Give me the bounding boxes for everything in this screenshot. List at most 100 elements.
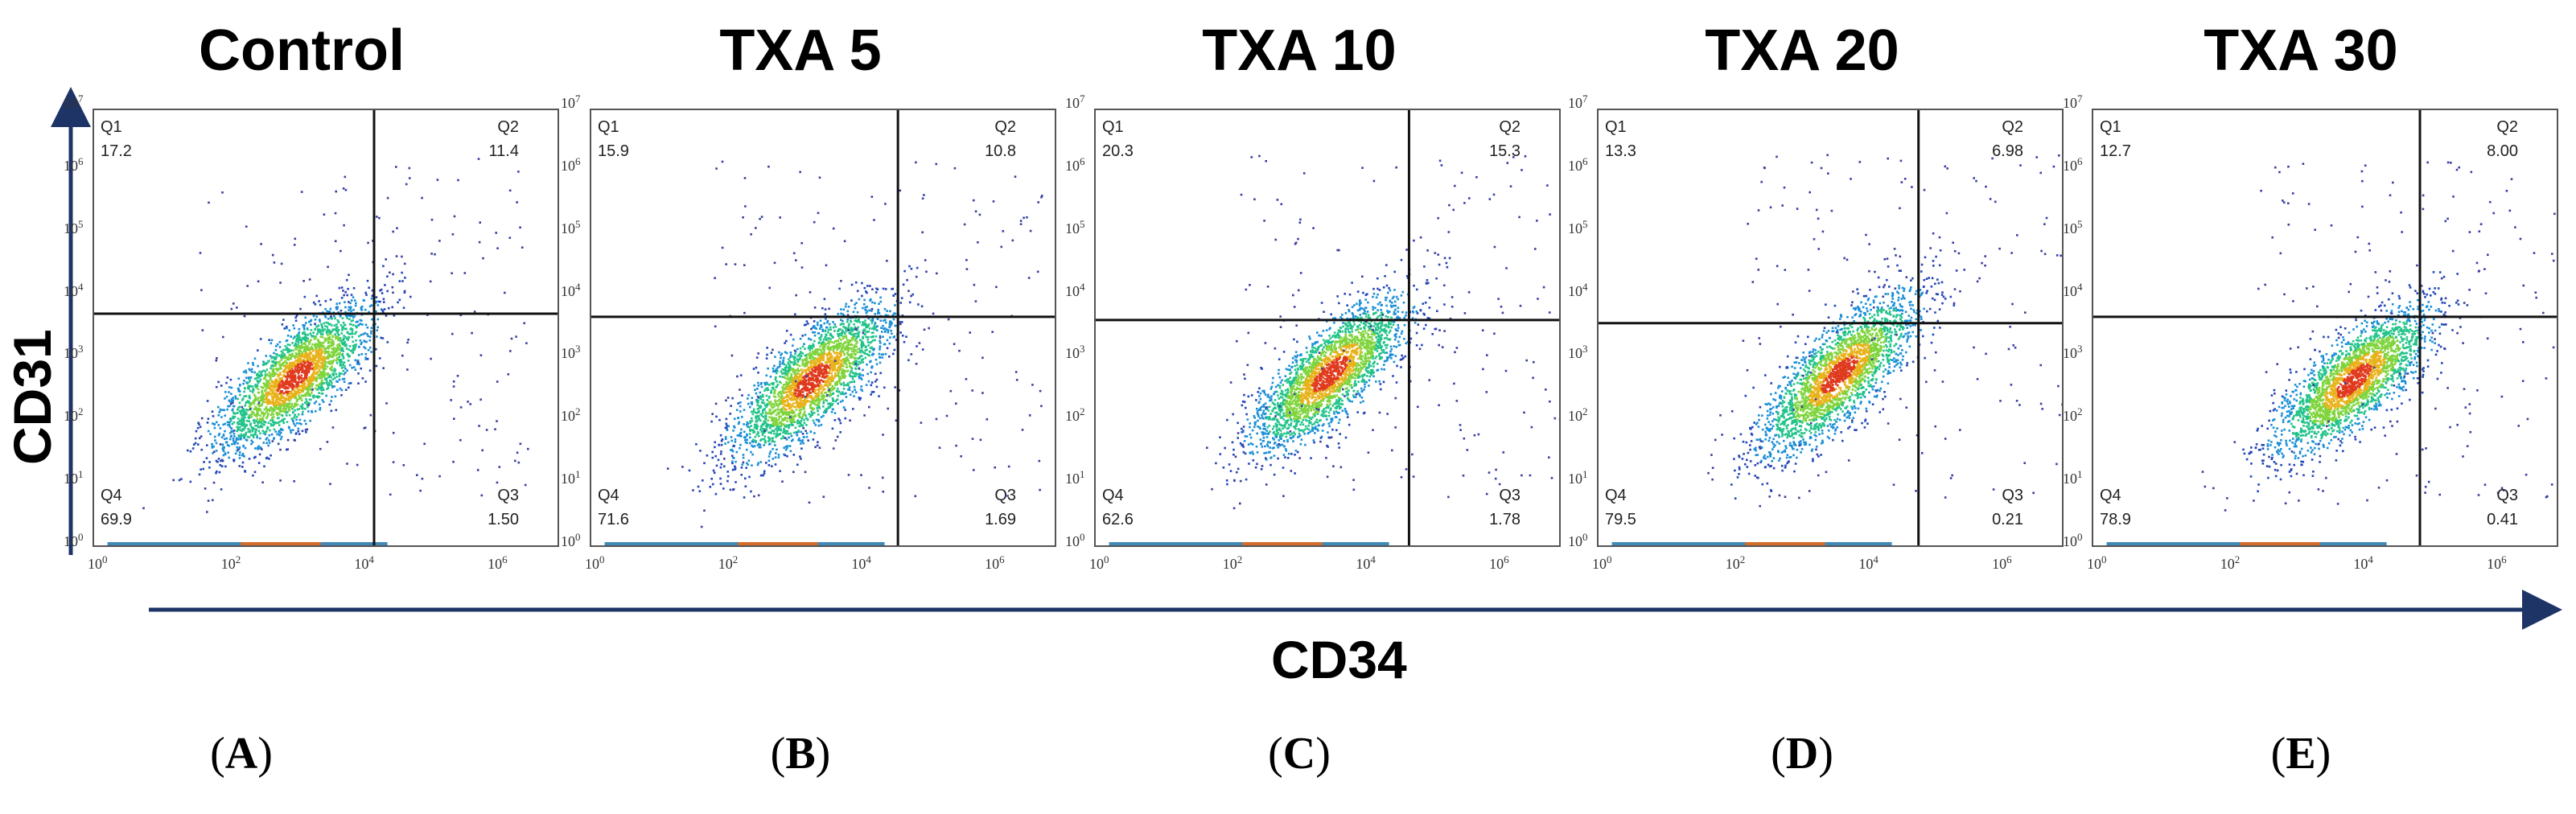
- event-point: [224, 397, 226, 400]
- event-point: [406, 368, 409, 371]
- event-point: [832, 335, 834, 339]
- event-point: [241, 409, 244, 411]
- event-point: [303, 331, 306, 334]
- event-point: [718, 418, 721, 421]
- event-point: [350, 332, 352, 335]
- event-point: [241, 414, 244, 417]
- event-point: [712, 469, 715, 472]
- event-point: [242, 429, 245, 431]
- event-point: [257, 430, 261, 433]
- event-point: [769, 401, 772, 403]
- event-point: [322, 344, 325, 347]
- event-point: [822, 344, 825, 347]
- event-point: [752, 368, 755, 370]
- event-point: [327, 374, 329, 376]
- event-point: [864, 306, 866, 309]
- event-point: [739, 446, 741, 450]
- event-point: [342, 369, 345, 372]
- event-point: [840, 339, 842, 341]
- event-point: [423, 442, 426, 446]
- event-point: [812, 419, 815, 422]
- event-point: [796, 463, 799, 466]
- event-point: [323, 352, 327, 355]
- event-point: [819, 336, 822, 339]
- event-point: [802, 376, 804, 379]
- event-point: [866, 331, 870, 333]
- event-point: [306, 372, 308, 375]
- event-point: [290, 356, 292, 360]
- event-point: [826, 366, 829, 368]
- event-point: [395, 255, 398, 257]
- event-point: [839, 421, 842, 425]
- event-point: [281, 413, 283, 417]
- event-point: [289, 364, 291, 368]
- event-point: [820, 369, 823, 372]
- event-point: [319, 320, 321, 323]
- event-point: [814, 375, 817, 377]
- event-point: [811, 377, 814, 380]
- event-point: [370, 332, 372, 335]
- event-point: [792, 355, 794, 358]
- event-point: [335, 308, 338, 310]
- event-point: [751, 403, 753, 405]
- event-point: [772, 367, 775, 370]
- event-point: [776, 428, 778, 430]
- event-point: [254, 383, 257, 386]
- event-point: [274, 363, 277, 365]
- event-point: [290, 397, 293, 400]
- event-point: [311, 376, 315, 379]
- event-point: [870, 371, 872, 374]
- event-point: [786, 366, 788, 369]
- event-point: [250, 442, 253, 446]
- event-point: [235, 438, 238, 441]
- event-point: [302, 369, 304, 372]
- event-point: [796, 380, 800, 383]
- event-point: [783, 428, 785, 430]
- event-point: [850, 327, 853, 329]
- event-point: [237, 438, 240, 441]
- event-point: [233, 415, 237, 418]
- event-point: [801, 407, 804, 409]
- event-point: [777, 454, 780, 456]
- event-point: [796, 347, 799, 351]
- event-point: [278, 421, 281, 423]
- event-point: [785, 339, 788, 343]
- event-point: [817, 323, 819, 327]
- event-point: [800, 377, 804, 380]
- event-point: [703, 509, 706, 512]
- event-point: [890, 324, 892, 327]
- event-point: [720, 443, 723, 446]
- event-point: [307, 339, 310, 343]
- event-point: [822, 355, 825, 358]
- event-point: [801, 380, 804, 382]
- event-point: [335, 353, 339, 356]
- event-point: [836, 388, 839, 390]
- event-point: [228, 421, 231, 423]
- event-point: [519, 226, 521, 229]
- event-point: [817, 365, 820, 368]
- event-point: [295, 345, 298, 348]
- event-point: [275, 400, 278, 403]
- event-point: [791, 397, 793, 400]
- event-point: [303, 339, 307, 341]
- event-point: [348, 355, 351, 357]
- event-point: [363, 427, 366, 430]
- event-point: [765, 429, 767, 432]
- event-point: [307, 371, 311, 374]
- event-point: [759, 474, 763, 477]
- event-point: [817, 402, 819, 405]
- event-point: [479, 398, 482, 401]
- event-point: [364, 426, 367, 429]
- event-point: [302, 377, 305, 380]
- event-point: [320, 343, 323, 345]
- event-point: [275, 396, 278, 398]
- event-point: [299, 357, 302, 360]
- event-point: [846, 319, 849, 321]
- event-point: [722, 487, 725, 490]
- event-point: [884, 319, 887, 322]
- event-point: [335, 330, 338, 332]
- event-point: [377, 326, 379, 329]
- event-point: [383, 308, 386, 310]
- event-point: [333, 370, 336, 373]
- event-point: [323, 372, 325, 375]
